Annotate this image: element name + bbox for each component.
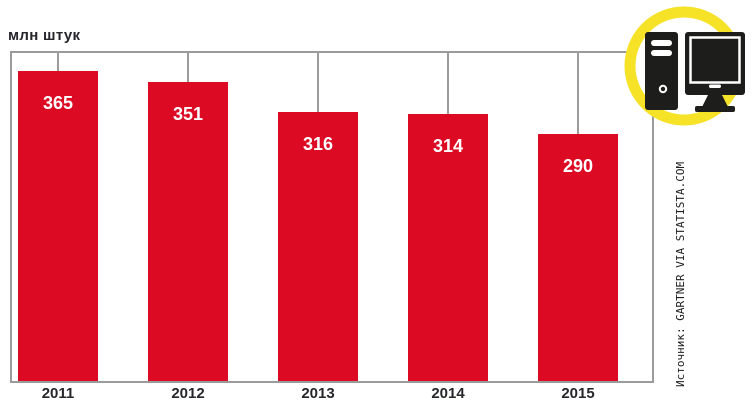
x-tick-label-2014: 2014 (431, 385, 465, 402)
bar-2011: 365 (18, 70, 98, 381)
connector-line (447, 51, 449, 114)
x-axis-line (10, 381, 654, 383)
monitor-icon (685, 32, 745, 112)
x-tick-label-2011: 2011 (41, 385, 75, 402)
connector-line (577, 51, 579, 135)
bar-slot-2014: 314 (408, 51, 488, 381)
bar-value-label: 316 (302, 134, 334, 155)
x-tick-label-2013: 2013 (301, 385, 335, 402)
connector-line (187, 51, 189, 83)
bar-value-label: 290 (562, 156, 594, 177)
bar-2014: 314 (408, 113, 488, 381)
bar-slot-2013: 316 (278, 51, 358, 381)
x-tick-label-2012: 2012 (171, 385, 205, 402)
plot-frame-left (10, 51, 12, 383)
bar-2013: 316 (278, 112, 358, 381)
x-axis-labels: 2011 2012 2013 2014 2015 (10, 385, 652, 405)
plot-area: 365 351 316 314 290 (10, 51, 652, 381)
bar-value-label: 351 (172, 104, 204, 125)
bar-value-label: 314 (432, 135, 464, 156)
y-axis-unit-label: млн штук (8, 27, 81, 44)
bar-slot-2012: 351 (148, 51, 228, 381)
bar-value-label: 365 (42, 92, 74, 113)
source-credit: Источник: GARTNER VIA STATISTA.COM (674, 161, 687, 387)
x-tick-label-2015: 2015 (561, 385, 595, 402)
bar-slot-2011: 365 (18, 51, 98, 381)
connector-line (57, 51, 59, 71)
plot-frame-right (652, 51, 654, 383)
desktop-computer-icon (624, 6, 745, 126)
computer-tower-icon (645, 32, 678, 110)
bar-slot-2015: 290 (538, 51, 618, 381)
bar-2015: 290 (538, 134, 618, 381)
bar-2012: 351 (148, 82, 228, 381)
plot-frame-top (10, 51, 654, 53)
connector-line (317, 51, 319, 113)
